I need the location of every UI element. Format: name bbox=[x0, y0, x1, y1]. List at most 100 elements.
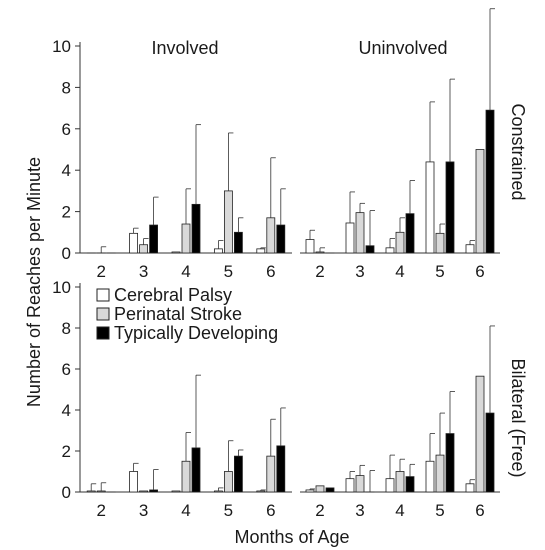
panel-r0c0-y-tick-label-6: 6 bbox=[62, 120, 71, 139]
panel-r1c1-cerebral-palsy-m6-bar bbox=[465, 483, 475, 493]
panel-r0c0: 0 2 4 6 8 10 2 3 4 5 6 bbox=[52, 37, 292, 281]
panel-r0c0-perinatal-stroke-m3-bar bbox=[139, 244, 149, 254]
panel-r0c1-x-tick-label-3: 3 bbox=[355, 262, 364, 281]
panel-r0c0-typically-developing-m3-bar bbox=[149, 224, 159, 254]
panel-r1c0-cerebral-palsy-m3-bar bbox=[129, 471, 139, 493]
panel-r1c0-y-tick-label-6: 6 bbox=[62, 360, 71, 379]
panel-r0c0-cerebral-palsy-m6-bar bbox=[256, 248, 266, 254]
panel-r1c0-x-tick-label-5: 5 bbox=[224, 501, 233, 520]
panel-r0c1-typically-developing-m3-bar bbox=[365, 245, 375, 254]
panel-r1c1-x-tick-label-6: 6 bbox=[475, 501, 484, 520]
panel-r1c0-x-tick-label-2: 2 bbox=[96, 501, 105, 520]
panel-r0c1-cerebral-palsy-m5-bar bbox=[425, 161, 435, 254]
panel-r1c1-x-tick-label-5: 5 bbox=[435, 501, 444, 520]
panel-r0c1-cerebral-palsy-m2-bar bbox=[305, 239, 315, 254]
panel-r0c1-perinatal-stroke-m5-bar bbox=[435, 232, 445, 254]
panel-r0c1-typically-developing-m5-bar bbox=[445, 161, 455, 254]
panel-r1c1-perinatal-stroke-m2-bar bbox=[315, 485, 325, 493]
panel-r1c0-x-tick-label-3: 3 bbox=[139, 501, 148, 520]
panel-r1c1-perinatal-stroke-m3-bar bbox=[355, 475, 365, 493]
panel-r1c1-perinatal-stroke-m4-bar bbox=[395, 471, 405, 493]
panel-r1c1-cerebral-palsy-m2-bar bbox=[305, 489, 315, 493]
panel-r0c1-perinatal-stroke-m4-bar bbox=[395, 231, 405, 254]
column-title-involved: Involved bbox=[151, 38, 218, 58]
panel-r0c0-cerebral-palsy-m4-bar bbox=[171, 251, 181, 254]
x-axis-title: Months of Age bbox=[234, 527, 349, 547]
panel-r1c0-cerebral-palsy-m6-bar bbox=[256, 490, 266, 493]
panel-r0c0-cerebral-palsy-m5-bar bbox=[213, 248, 223, 254]
panel-r0c0-perinatal-stroke-m6-bar bbox=[266, 217, 276, 254]
panel-r1c0-cerebral-palsy-m2-bar bbox=[86, 490, 96, 493]
panel-r1c1-typically-developing-m5-bar bbox=[445, 433, 455, 493]
panel-r0c0-perinatal-stroke-m5-bar bbox=[223, 190, 233, 254]
panel-r0c1-x-tick-label-6: 6 bbox=[475, 262, 484, 281]
panel-r1c0-y-tick-label-8: 8 bbox=[62, 319, 71, 338]
legend-swatch-typically-developing bbox=[96, 326, 110, 340]
panel-r1c0-y-tick-label-0: 0 bbox=[62, 483, 71, 502]
panel-r0c1-perinatal-stroke-m6-bar bbox=[475, 149, 485, 254]
panel-r1c1-x-tick-label-2: 2 bbox=[315, 501, 324, 520]
panel-r1c0-perinatal-stroke-m2-bar bbox=[96, 490, 106, 493]
panel-r0c1-perinatal-stroke-m3-bar bbox=[355, 212, 365, 254]
panel-r0c1-cerebral-palsy-m3-bar bbox=[345, 222, 355, 254]
panel-r0c1-perinatal-stroke-m2-bar bbox=[315, 251, 325, 254]
panel-r1c1-perinatal-stroke-m5-bar bbox=[435, 454, 445, 493]
panel-r1c1-cerebral-palsy-m4-bar bbox=[385, 478, 395, 493]
panel-r1c1-perinatal-stroke-m6-bar bbox=[475, 375, 485, 493]
panel-r1c0-cerebral-palsy-m5-bar bbox=[213, 490, 223, 493]
panel-r1c0-perinatal-stroke-m3-bar bbox=[139, 490, 149, 493]
legend-swatch-cerebral-palsy bbox=[96, 288, 110, 302]
panel-r0c0-perinatal-stroke-m4-bar bbox=[181, 223, 191, 254]
panel-r0c0-x-tick-label-5: 5 bbox=[224, 262, 233, 281]
panel-r0c0-x-tick-label-4: 4 bbox=[181, 262, 190, 281]
panel-r1c0-typically-developing-m3-bar bbox=[149, 489, 159, 493]
panel-r1c0-perinatal-stroke-m5-bar bbox=[223, 471, 233, 493]
panel-r1c0-y-tick-label-4: 4 bbox=[62, 401, 71, 420]
panel-r1c0-cerebral-palsy-m4-bar bbox=[171, 490, 181, 493]
panel-r1c0-y-tick-label-10: 10 bbox=[52, 278, 71, 297]
panel-r1c1-cerebral-palsy-m5-bar bbox=[425, 460, 435, 493]
panel-r1c1-typically-developing-m4-bar bbox=[405, 476, 415, 493]
panel-r0c0-x-tick-label-2: 2 bbox=[96, 262, 105, 281]
legend-swatch-perinatal-stroke bbox=[96, 307, 110, 321]
panel-r0c0-y-tick-label-0: 0 bbox=[62, 244, 71, 263]
chart-panels: 0 2 4 6 8 10 2 3 4 5 6 2 3 4 5 6 0 2 4 6 8 10 2 3 4 5 6 2 3 4 5 6 bbox=[52, 8, 500, 520]
panel-r1c1-x-tick-label-3: 3 bbox=[355, 501, 364, 520]
panel-r1c0-y-tick-label-2: 2 bbox=[62, 442, 71, 461]
column-title-uninvolved: Uninvolved bbox=[358, 38, 447, 58]
panel-r0c0-y-tick-label-2: 2 bbox=[62, 203, 71, 222]
row-title-bilateral: Bilateral (Free) bbox=[508, 358, 528, 477]
panel-r0c1-cerebral-palsy-m6-bar bbox=[465, 244, 475, 254]
panel-r1c1-cerebral-palsy-m3-bar bbox=[345, 478, 355, 493]
panel-r0c0-x-tick-label-6: 6 bbox=[266, 262, 275, 281]
panel-r0c1-cerebral-palsy-m4-bar bbox=[385, 247, 395, 254]
panel-r1c0-x-tick-label-6: 6 bbox=[266, 501, 275, 520]
y-axis-title: Number of Reaches per Minute bbox=[24, 157, 44, 407]
panel-r0c0-cerebral-palsy-m3-bar bbox=[129, 232, 139, 254]
panel-r0c0-typically-developing-m4-bar bbox=[191, 203, 201, 254]
panel-r0c0-x-tick-label-3: 3 bbox=[139, 262, 148, 281]
panel-r1c1-typically-developing-m6-bar bbox=[485, 412, 495, 493]
panel-r0c1-typically-developing-m4-bar bbox=[405, 213, 415, 254]
row-title-constrained: Constrained bbox=[508, 103, 528, 200]
panel-r0c1: 2 3 4 5 6 bbox=[300, 8, 500, 281]
panel-r1c1-x-tick-label-4: 4 bbox=[395, 501, 404, 520]
panel-r0c1-typically-developing-m6-bar bbox=[485, 109, 495, 254]
panel-r1c0-typically-developing-m6-bar bbox=[276, 445, 286, 493]
panel-r0c1-x-tick-label-5: 5 bbox=[435, 262, 444, 281]
panel-r0c1-x-tick-label-4: 4 bbox=[395, 262, 404, 281]
panel-r1c1: 2 3 4 5 6 bbox=[300, 325, 500, 520]
legend-label-cerebral-palsy: Cerebral Palsy bbox=[114, 285, 232, 305]
panel-r0c0-typically-developing-m5-bar bbox=[233, 231, 243, 254]
panel-r0c1-x-tick-label-2: 2 bbox=[315, 262, 324, 281]
panel-r0c0-y-tick-label-10: 10 bbox=[52, 37, 71, 56]
panel-r1c0-perinatal-stroke-m6-bar bbox=[266, 455, 276, 493]
panel-r0c0-typically-developing-m6-bar bbox=[276, 224, 286, 254]
panel-r1c0-perinatal-stroke-m4-bar bbox=[181, 460, 191, 493]
legend-label-perinatal-stroke: Perinatal Stroke bbox=[114, 304, 242, 324]
panel-r1c0-typically-developing-m5-bar bbox=[233, 455, 243, 493]
panel-r1c0: 0 2 4 6 8 10 2 3 4 5 6 bbox=[52, 278, 292, 520]
panel-r1c0-typically-developing-m4-bar bbox=[191, 447, 201, 493]
